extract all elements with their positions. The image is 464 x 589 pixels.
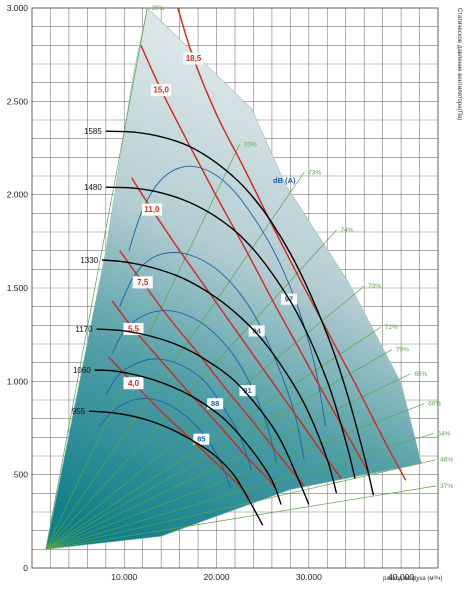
efficiency-line-9 bbox=[45, 433, 434, 550]
rpm-curve-1060 bbox=[94, 369, 282, 505]
plot-border bbox=[31, 7, 439, 569]
efficiency-label: 54% bbox=[437, 431, 450, 438]
power-label-15,0: 15,0 bbox=[153, 86, 169, 95]
rpm-curves: 1585 1480 1330 1170 1060 955 bbox=[72, 127, 375, 526]
power-curve-11,0 bbox=[131, 177, 342, 479]
power-label-bg bbox=[123, 377, 144, 390]
efficiency-line-10 bbox=[45, 459, 437, 550]
sound-curve-97 bbox=[128, 165, 326, 427]
efficiency-label: 46% bbox=[440, 457, 453, 464]
x-tick-label: 30.000 bbox=[296, 572, 322, 582]
sound-label-94: 94 bbox=[253, 326, 262, 335]
power-label-5,5: 5,5 bbox=[128, 325, 140, 334]
envelope-area bbox=[45, 7, 422, 550]
y-tick-label: 1.000 bbox=[7, 376, 29, 386]
y-tick-label: 2.500 bbox=[7, 96, 29, 106]
rpm-label-1060: 1060 bbox=[73, 366, 91, 375]
efficiency-line-7 bbox=[45, 373, 411, 550]
efficiency-label: 70% bbox=[244, 141, 257, 148]
y-tick-label: 0 bbox=[23, 563, 28, 573]
efficiency-line-3 bbox=[45, 229, 337, 550]
axes: расход воздуха (м³/ч) Статическое давлен… bbox=[7, 3, 462, 582]
sound-label-bg bbox=[193, 433, 210, 445]
efficiency-label: 30% bbox=[151, 5, 164, 12]
sound-label-bg bbox=[239, 385, 256, 397]
power-label-bg bbox=[141, 203, 162, 216]
efficiency-line-4 bbox=[45, 285, 365, 550]
y-axis-title: Статическое давление вентилятора(Па) bbox=[456, 8, 462, 120]
dba-unit-label: dB (A) bbox=[273, 176, 296, 185]
rpm-curve-955 bbox=[89, 410, 264, 526]
efficiency-line-5 bbox=[45, 326, 381, 550]
power-label-bg bbox=[183, 52, 204, 65]
rpm-label-1330: 1330 bbox=[80, 256, 98, 265]
power-curves: 18,5 15,0 11,0 7,5 5,5 4,0 bbox=[108, 7, 407, 498]
rpm-label-1585: 1585 bbox=[84, 127, 102, 136]
efficiency-label: 73% bbox=[368, 283, 381, 290]
efficiency-label: 60% bbox=[428, 401, 441, 408]
efficiency-lines: 30% 70% 73% 74% 73% 72% 70% 65% 60% 54% 46% 37% bbox=[45, 5, 453, 550]
rpm-label-1170: 1170 bbox=[75, 325, 93, 334]
x-tick-label: 20.000 bbox=[204, 572, 230, 582]
efficiency-line-0 bbox=[45, 7, 148, 550]
efficiency-label: 72% bbox=[385, 324, 398, 331]
power-label-bg bbox=[151, 84, 172, 97]
power-curve-18,5 bbox=[177, 7, 407, 481]
sound-curve-91 bbox=[111, 309, 277, 464]
rpm-label-1480: 1480 bbox=[84, 183, 102, 192]
efficiency-label: 70% bbox=[396, 347, 409, 354]
rpm-curve-1330 bbox=[102, 259, 338, 494]
sound-label-bg bbox=[207, 398, 224, 410]
x-tick-label: 40.000 bbox=[388, 572, 414, 582]
rpm-curve-1585 bbox=[105, 130, 375, 496]
efficiency-label: 73% bbox=[308, 169, 321, 176]
x-axis-title: расход воздуха (м³/ч) bbox=[383, 576, 442, 582]
sound-label-bg bbox=[248, 325, 265, 337]
y-tick-label: 500 bbox=[14, 470, 28, 480]
y-tick-label: 2.000 bbox=[7, 190, 29, 200]
efficiency-label: 37% bbox=[440, 483, 453, 490]
sound-curve-88 bbox=[105, 358, 253, 472]
power-label-7,5: 7,5 bbox=[137, 278, 149, 287]
y-tick-label: 3.000 bbox=[7, 3, 29, 13]
operating-envelope bbox=[45, 7, 422, 550]
power-label-4,0: 4,0 bbox=[128, 379, 140, 388]
rpm-curve-1170 bbox=[96, 328, 310, 505]
efficiency-line-2 bbox=[45, 172, 305, 550]
rpm-curve-1480 bbox=[105, 186, 356, 479]
efficiency-label: 74% bbox=[341, 227, 354, 234]
x-tick-label: 10.000 bbox=[111, 572, 137, 582]
rpm-label-955: 955 bbox=[72, 407, 86, 416]
sound-label-91: 91 bbox=[243, 386, 251, 395]
y-tick-label: 1.500 bbox=[7, 283, 29, 293]
sound-curve-85 bbox=[99, 398, 231, 488]
efficiency-line-1 bbox=[45, 144, 240, 550]
sound-curve-94 bbox=[119, 252, 305, 460]
power-label-18,5: 18,5 bbox=[186, 54, 202, 63]
sound-label-88: 88 bbox=[211, 399, 219, 408]
power-label-11,0: 11,0 bbox=[144, 205, 160, 214]
power-label-bg bbox=[132, 276, 153, 289]
sound-label-85: 85 bbox=[197, 435, 205, 444]
efficiency-label: 65% bbox=[414, 371, 427, 378]
efficiency-line-11 bbox=[45, 485, 437, 550]
efficiency-line-6 bbox=[45, 349, 393, 550]
